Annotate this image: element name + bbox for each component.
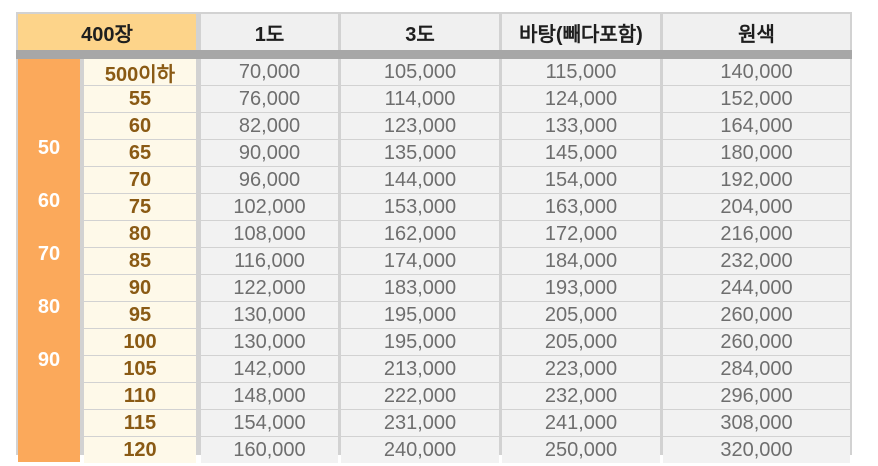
size-cell: 90: [84, 275, 196, 302]
price-cell: 213,000: [341, 356, 499, 383]
price-cell: 160,000: [201, 437, 338, 464]
price-cell: 154,000: [201, 410, 338, 437]
price-cell: 231,000: [341, 410, 499, 437]
size-cell: 75: [84, 194, 196, 221]
price-cell: 144,000: [341, 167, 499, 194]
size-cell: 65: [84, 140, 196, 167]
price-cell: 135,000: [341, 140, 499, 167]
price-cell: 223,000: [502, 356, 660, 383]
size-cell: 95: [84, 302, 196, 329]
price-cell: 90,000: [201, 140, 338, 167]
price-cell: 195,000: [341, 329, 499, 356]
price-cell: 108,000: [201, 221, 338, 248]
side-quantity-label: 70: [37, 243, 61, 265]
price-cell: 241,000: [502, 410, 660, 437]
price-cell: 172,000: [502, 221, 660, 248]
price-cell: 115,000: [502, 59, 660, 86]
size-cell: 60: [84, 113, 196, 140]
price-cell: 105,000: [341, 59, 499, 86]
quantity-side-column: [18, 59, 80, 462]
price-cell: 124,000: [502, 86, 660, 113]
column-header: 바탕(빼다포함): [502, 14, 660, 50]
price-cell: 82,000: [201, 113, 338, 140]
size-cell: 115: [84, 410, 196, 437]
price-cell: 133,000: [502, 113, 660, 140]
price-cell: 216,000: [663, 221, 850, 248]
price-cell: 320,000: [663, 437, 850, 464]
column-header: 1도: [201, 14, 338, 50]
price-cell: 102,000: [201, 194, 338, 221]
price-cell: 164,000: [663, 113, 850, 140]
column-header: 3도: [341, 14, 499, 50]
size-cell: 105: [84, 356, 196, 383]
price-cell: 205,000: [502, 302, 660, 329]
side-quantity-label: 90: [37, 349, 61, 371]
price-cell: 284,000: [663, 356, 850, 383]
size-cell: 85: [84, 248, 196, 275]
price-cell: 152,000: [663, 86, 850, 113]
price-cell: 122,000: [201, 275, 338, 302]
price-cell: 240,000: [341, 437, 499, 464]
side-quantity-label: 50: [37, 137, 61, 159]
price-cell: 96,000: [201, 167, 338, 194]
price-cell: 148,000: [201, 383, 338, 410]
price-cell: 260,000: [663, 302, 850, 329]
price-cell: 154,000: [502, 167, 660, 194]
side-quantity-label: 80: [37, 296, 61, 318]
price-cell: 308,000: [663, 410, 850, 437]
price-cell: 244,000: [663, 275, 850, 302]
size-cell: 120: [84, 437, 196, 464]
header-corner-cell: 400장: [18, 14, 196, 50]
price-cell: 222,000: [341, 383, 499, 410]
price-cell: 76,000: [201, 86, 338, 113]
price-cell: 153,000: [341, 194, 499, 221]
price-cell: 193,000: [502, 275, 660, 302]
price-cell: 174,000: [341, 248, 499, 275]
price-cell: 145,000: [502, 140, 660, 167]
price-cell: 163,000: [502, 194, 660, 221]
price-cell: 250,000: [502, 437, 660, 464]
price-cell: 184,000: [502, 248, 660, 275]
price-cell: 183,000: [341, 275, 499, 302]
price-cell: 296,000: [663, 383, 850, 410]
price-cell: 260,000: [663, 329, 850, 356]
size-cell: 80: [84, 221, 196, 248]
size-cell: 500이하: [84, 59, 196, 86]
price-cell: 70,000: [201, 59, 338, 86]
price-cell: 123,000: [341, 113, 499, 140]
price-cell: 140,000: [663, 59, 850, 86]
price-cell: 232,000: [663, 248, 850, 275]
price-cell: 232,000: [502, 383, 660, 410]
price-cell: 130,000: [201, 302, 338, 329]
price-cell: 204,000: [663, 194, 850, 221]
size-cell: 70: [84, 167, 196, 194]
size-cell: 110: [84, 383, 196, 410]
price-cell: 162,000: [341, 221, 499, 248]
price-cell: 180,000: [663, 140, 850, 167]
price-cell: 130,000: [201, 329, 338, 356]
price-cell: 195,000: [341, 302, 499, 329]
header-divider: [16, 50, 852, 59]
price-table: 500이하 70,000 105,000 115,000 140,000 55 76,000…: [16, 12, 852, 464]
price-cell: 192,000: [663, 167, 850, 194]
size-cell: 100: [84, 329, 196, 356]
side-quantity-label: 60: [37, 190, 61, 212]
size-cell: 55: [84, 86, 196, 113]
price-cell: 114,000: [341, 86, 499, 113]
price-cell: 142,000: [201, 356, 338, 383]
price-cell: 116,000: [201, 248, 338, 275]
column-header: 원색: [663, 14, 850, 50]
price-cell: 205,000: [502, 329, 660, 356]
